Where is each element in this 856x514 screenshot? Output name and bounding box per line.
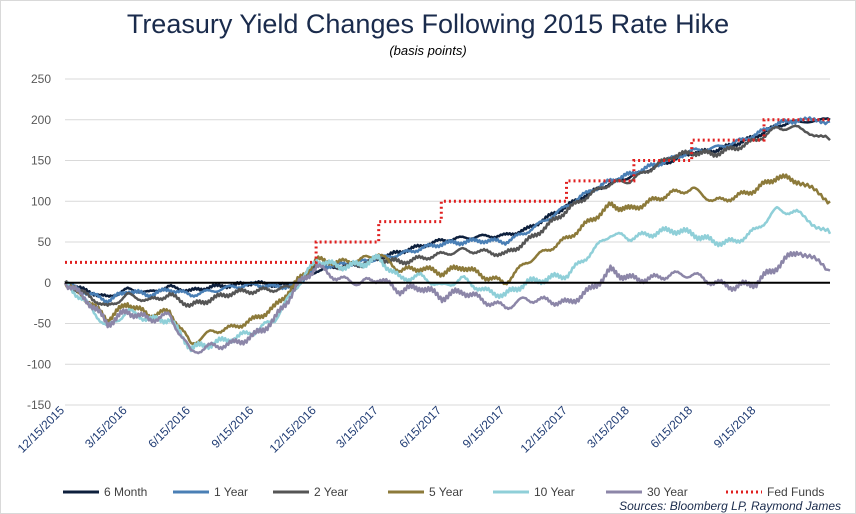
x-tick-label: 9/15/2016 — [209, 403, 257, 451]
y-tick-label: -100 — [27, 357, 51, 371]
y-tick-label: -50 — [34, 317, 52, 331]
legend: 6 Month 1 Year 2 Year 5 Year 10 Year 30 Year F… — [63, 485, 824, 499]
x-tick-label: 3/15/2017 — [333, 403, 381, 451]
chart-title: Treasury Yield Changes Following 2015 Ra… — [126, 9, 730, 39]
series-line-5-year — [63, 173, 831, 346]
y-tick-label: 200 — [31, 113, 51, 127]
legend-label: 30 Year — [647, 485, 688, 499]
x-tick-label: 3/15/2016 — [82, 403, 130, 451]
y-tick-label: 150 — [31, 154, 51, 168]
series-line-1-year — [64, 116, 831, 305]
y-tick-label: -150 — [27, 398, 51, 412]
y-tick-label: 100 — [31, 194, 51, 208]
y-tick-label: 50 — [38, 235, 52, 249]
x-tick-label: 12/15/2016 — [267, 403, 320, 456]
legend-label: 2 Year — [314, 485, 348, 499]
legend-label: 1 Year — [214, 485, 248, 499]
series-lines — [63, 116, 832, 355]
x-tick-label: 6/15/2017 — [396, 403, 444, 451]
y-tick-label: 0 — [44, 276, 51, 290]
y-tick-label: 250 — [31, 72, 51, 86]
x-tick-label: 9/15/2018 — [711, 403, 759, 451]
x-tick-label: 6/15/2018 — [648, 403, 696, 451]
x-tick-label: 3/15/2018 — [584, 403, 632, 451]
series-line-30-year — [63, 250, 831, 355]
gridlines — [65, 78, 830, 406]
chart-subtitle: (basis points) — [389, 43, 467, 58]
series-line-2-year — [64, 124, 831, 308]
legend-label: Fed Funds — [767, 485, 824, 499]
legend-label: 10 Year — [534, 485, 575, 499]
x-axis-tick-labels: 12/15/2015 3/15/2016 6/15/2016 9/15/2016 12/… — [15, 403, 759, 456]
x-tick-label: 9/15/2017 — [460, 403, 508, 451]
source-note: Sources: Bloomberg LP, Raymond James — [619, 499, 841, 513]
x-tick-label: 6/15/2016 — [145, 403, 193, 451]
x-tick-label: 12/15/2017 — [518, 403, 571, 456]
legend-label: 5 Year — [429, 485, 463, 499]
legend-label: 6 Month — [104, 485, 147, 499]
y-axis-tick-labels: -150 -100 -50 0 50 100 150 200 250 — [27, 72, 51, 412]
